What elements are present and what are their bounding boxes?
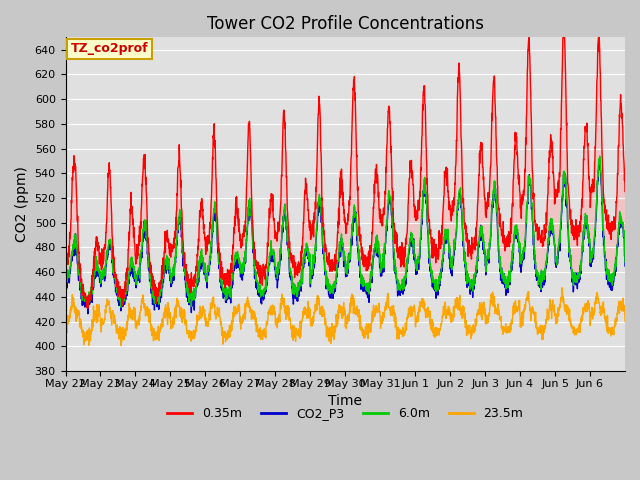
CO2_P3 (546, 230, 554, 236)
6.0m (621, 259, 629, 265)
6.0m (118, 294, 125, 300)
0.35m (514, 166, 522, 171)
0.35m (546, 148, 554, 154)
23.5m (614, 312, 621, 318)
6.0m (61, 283, 69, 289)
CO2_P3 (514, 239, 522, 245)
23.5m (118, 339, 125, 345)
6.0m (546, 223, 554, 228)
CO2_P3 (614, 241, 621, 247)
Line: 0.35m: 0.35m (65, 37, 625, 308)
Title: Tower CO2 Profile Concentrations: Tower CO2 Profile Concentrations (207, 15, 484, 33)
0.35m (559, 35, 567, 40)
CO2_P3 (61, 283, 69, 289)
6.0m (117, 304, 125, 310)
6.0m (596, 153, 604, 159)
Line: CO2_P3: CO2_P3 (65, 160, 625, 314)
23.5m (621, 319, 629, 324)
6.0m (514, 236, 522, 241)
X-axis label: Time: Time (328, 394, 362, 408)
23.5m (117, 343, 125, 348)
Legend: 0.35m, CO2_P3, 6.0m, 23.5m: 0.35m, CO2_P3, 6.0m, 23.5m (162, 402, 529, 425)
6.0m (614, 240, 621, 245)
23.5m (558, 285, 566, 290)
6.0m (239, 271, 246, 276)
0.35m (614, 170, 621, 176)
CO2_P3 (379, 259, 387, 265)
Text: TZ_co2prof: TZ_co2prof (71, 42, 148, 55)
0.35m (118, 294, 125, 300)
0.35m (84, 305, 92, 311)
23.5m (239, 320, 246, 326)
23.5m (61, 322, 69, 327)
23.5m (514, 306, 522, 312)
0.35m (621, 189, 629, 194)
Line: 6.0m: 6.0m (65, 156, 625, 307)
23.5m (379, 310, 387, 315)
CO2_P3 (239, 277, 246, 283)
6.0m (379, 258, 387, 264)
Y-axis label: CO2 (ppm): CO2 (ppm) (15, 166, 29, 242)
CO2_P3 (118, 297, 125, 302)
0.35m (379, 213, 387, 219)
23.5m (546, 304, 554, 310)
CO2_P3 (84, 311, 92, 317)
CO2_P3 (621, 263, 629, 269)
CO2_P3 (595, 157, 603, 163)
0.35m (239, 243, 246, 249)
Line: 23.5m: 23.5m (65, 288, 625, 346)
0.35m (61, 262, 69, 268)
